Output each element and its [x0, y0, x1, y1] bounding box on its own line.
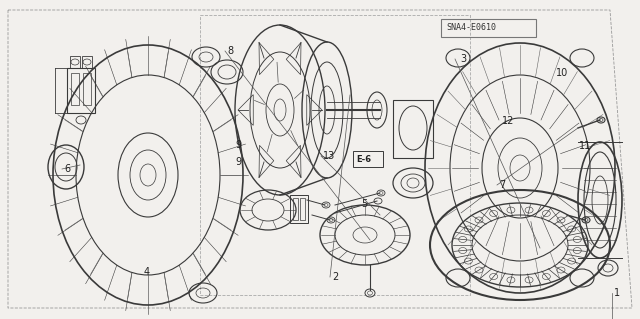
Bar — [353, 151, 383, 167]
Bar — [82, 56, 92, 68]
Bar — [70, 56, 80, 68]
Text: 6: 6 — [64, 164, 70, 174]
Text: 5: 5 — [361, 199, 367, 209]
Bar — [290, 195, 308, 223]
Bar — [71, 73, 79, 105]
Text: 8: 8 — [227, 46, 233, 56]
Text: SNA4-E0610: SNA4-E0610 — [446, 24, 496, 33]
Text: 7: 7 — [499, 180, 505, 190]
Text: E-6: E-6 — [356, 154, 371, 164]
Text: 11: 11 — [579, 141, 591, 151]
Bar — [83, 73, 91, 105]
Bar — [67, 68, 95, 113]
Bar — [441, 19, 536, 37]
Text: 3: 3 — [460, 54, 466, 64]
Text: 10: 10 — [556, 68, 568, 78]
Text: 1: 1 — [614, 288, 620, 298]
Text: 12: 12 — [502, 116, 515, 126]
Text: 2: 2 — [332, 272, 339, 282]
Bar — [293, 198, 298, 220]
Text: 9: 9 — [235, 140, 241, 150]
Text: 4: 4 — [144, 267, 150, 277]
Bar — [300, 198, 305, 220]
Text: 9: 9 — [235, 157, 241, 167]
Bar — [393, 100, 433, 158]
Text: 13: 13 — [323, 151, 335, 161]
